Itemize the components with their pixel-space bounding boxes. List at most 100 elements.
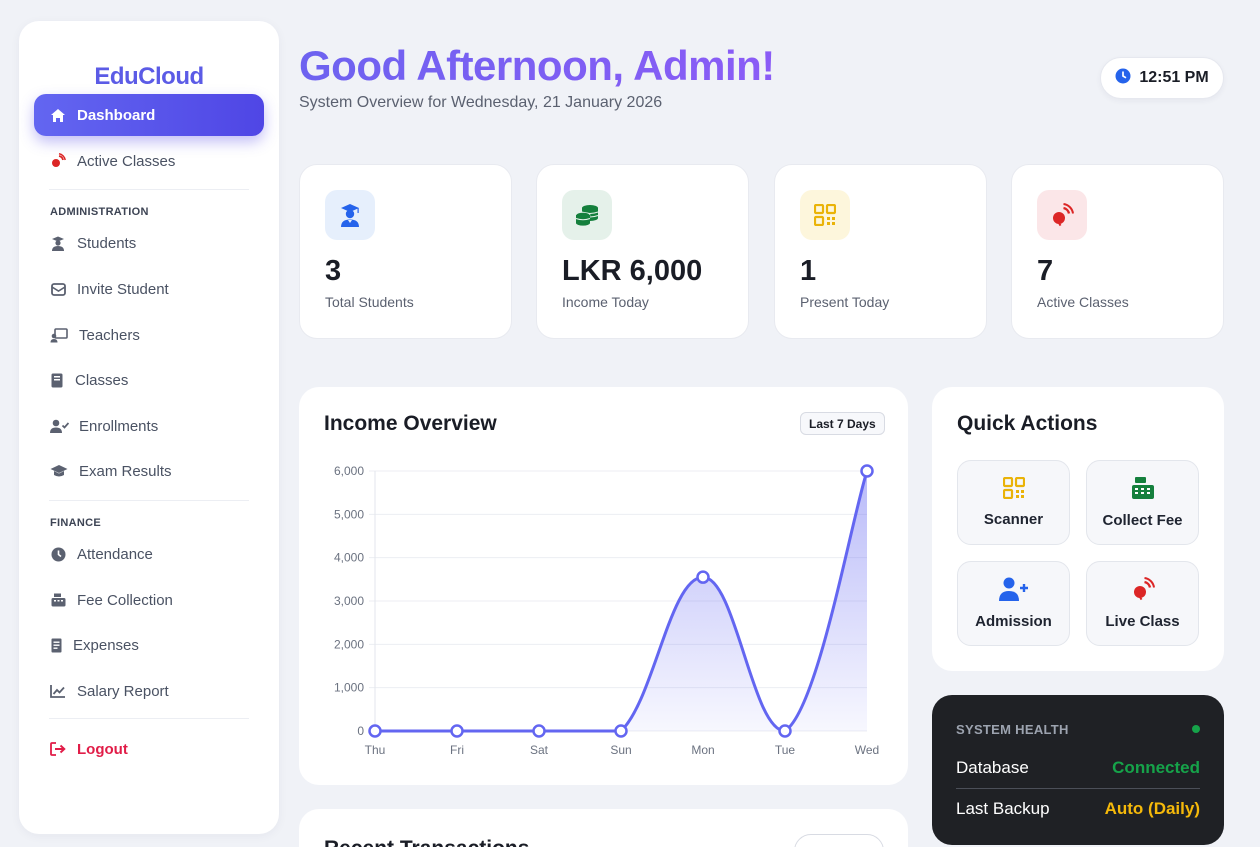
collect-fee-label: Collect Fee [1102,512,1183,529]
data-point [368,724,382,738]
stat-value: 7 [1037,255,1054,287]
database-label: Database [956,758,1029,777]
live-class-label: Live Class [1105,613,1180,630]
teacher-board-icon [49,326,69,344]
sidebar-item-teachers[interactable]: Teachers [34,314,264,356]
divider [49,500,249,501]
clock-icon [1115,68,1131,89]
y-tick-label: 5,000 [334,507,364,521]
recent-transactions-card: Recent Transactions [299,809,908,847]
sidebar-item-label: Exam Results [79,462,172,480]
database-status: Connected [1112,758,1200,777]
x-tick-label: Sat [530,743,549,757]
broadcast-icon [49,152,67,170]
backup-label: Last Backup [956,799,1050,818]
quick-actions-title: Quick Actions [957,412,1098,435]
clock-display: 12:51 PM [1100,57,1224,99]
receipt-icon [49,636,63,654]
sidebar-item-expenses[interactable]: Expenses [34,624,264,666]
quick-actions-card: Quick Actions Scanner Collect Fee Admiss… [932,387,1224,671]
stat-value: LKR 6,000 [562,255,703,287]
income-overview-title: Income Overview [324,412,497,435]
sidebar-item-salary-report[interactable]: Salary Report [34,670,264,712]
x-tick-label: Fri [450,743,464,757]
collect-fee-button[interactable]: Collect Fee [1086,460,1199,545]
clock-time: 12:51 PM [1139,69,1209,86]
stat-label: Income Today [562,294,649,310]
scanner-button[interactable]: Scanner [957,460,1070,545]
divider [49,189,249,190]
stat-label: Present Today [800,294,890,310]
stat-label: Active Classes [1037,294,1129,310]
data-point [532,724,546,738]
data-point [860,464,874,478]
logout-button[interactable]: Logout [34,728,264,770]
admission-label: Admission [975,613,1052,630]
sidebar: EduCloud Dashboard Active Classes ADMINI… [19,21,279,834]
x-tick-label: Thu [365,743,386,757]
logout-icon [49,740,67,758]
backup-row: Last Backup Auto (Daily) [956,799,1200,819]
sidebar-item-students[interactable]: Students [34,222,264,264]
divider [956,788,1200,789]
stat-label: Total Students [325,294,414,310]
graduation-cap-icon [49,462,69,480]
sidebar-item-label: Dashboard [77,106,156,124]
income-chart: 0 1,000 2,000 3,000 4,000 5,000 6,000 Thu Fri Sat… [334,464,879,757]
sidebar-item-classes[interactable]: Classes [34,359,264,401]
stat-value: 1 [800,255,817,287]
recent-transactions-title: Recent Transactions [324,837,529,847]
sidebar-item-active-classes[interactable]: Active Classes [34,140,264,182]
y-tick-label: 6,000 [334,464,364,478]
system-health-title: SYSTEM HEALTH [956,722,1069,737]
sidebar-item-label: Fee Collection [77,591,173,609]
student-icon [325,190,375,240]
sidebar-item-label: Salary Report [77,682,169,700]
sidebar-item-label: Invite Student [77,280,169,298]
sidebar-item-dashboard[interactable]: Dashboard [34,94,264,136]
divider [49,718,249,719]
broadcast-icon [1037,190,1087,240]
sidebar-item-label: Expenses [73,636,139,654]
book-icon [49,371,65,389]
sidebar-item-attendance[interactable]: Attendance [34,533,264,575]
stat-value: 3 [325,255,342,287]
admission-button[interactable]: Admission [957,561,1070,646]
cash-register-icon [49,591,67,609]
y-tick-label: 0 [357,724,364,738]
user-check-icon [49,417,69,435]
page-title: Good Afternoon, Admin! [299,40,775,92]
brand-logo[interactable]: EduCloud [94,63,204,90]
data-point [696,570,710,584]
section-label-administration: ADMINISTRATION [50,206,149,218]
range-badge[interactable]: Last 7 Days [800,412,885,435]
income-line [374,470,869,733]
status-dot [1192,725,1200,733]
envelope-icon [49,280,67,298]
broadcast-icon [1131,577,1155,605]
sidebar-item-fee-collection[interactable]: Fee Collection [34,579,264,621]
sidebar-item-enrollments[interactable]: Enrollments [34,405,264,447]
sidebar-item-label: Active Classes [77,152,176,170]
home-icon [49,106,67,124]
x-tick-label: Tue [775,743,796,757]
sidebar-item-label: Classes [75,371,129,389]
line-chart-icon [49,682,67,700]
sidebar-item-label: Students [77,234,137,252]
logout-label: Logout [77,740,128,758]
view-all-button[interactable] [794,834,884,847]
stat-card-active-classes: 7 Active Classes [1011,164,1224,339]
sidebar-item-invite-student[interactable]: Invite Student [34,268,264,310]
data-point [778,724,792,738]
x-tick-label: Sun [610,743,631,757]
student-icon [49,234,67,252]
stat-card-income-today: LKR 6,000 Income Today [536,164,749,339]
coins-icon [562,190,612,240]
y-tick-label: 3,000 [334,594,364,608]
sidebar-item-exam-results[interactable]: Exam Results [34,450,264,492]
stat-card-present-today: 1 Present Today [774,164,987,339]
y-tick-label: 1,000 [334,681,364,695]
live-class-button[interactable]: Live Class [1086,561,1199,646]
backup-status: Auto (Daily) [1104,799,1200,818]
income-overview-card: 0 1,000 2,000 3,000 4,000 5,000 6,000 Thu Fri Sat… [299,387,908,785]
